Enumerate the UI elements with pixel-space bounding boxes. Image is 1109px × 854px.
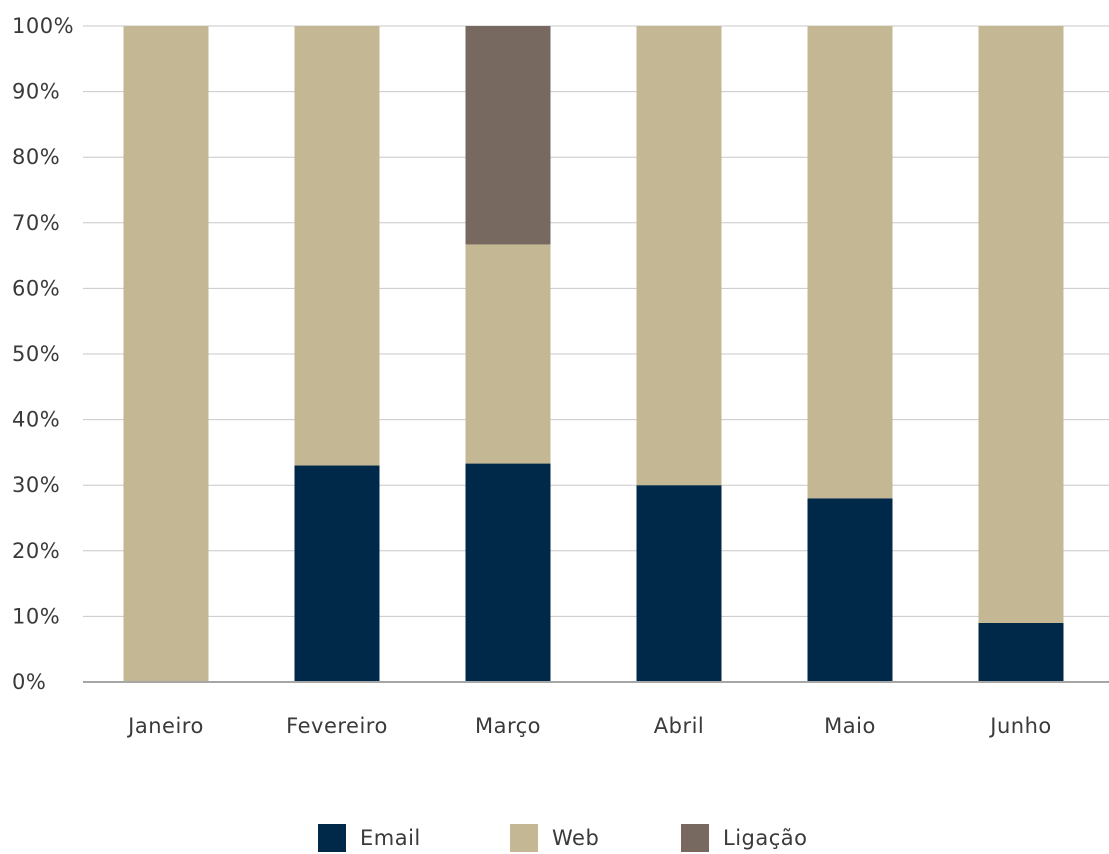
y-tick-label: 100% <box>12 14 74 38</box>
bars <box>123 26 1064 682</box>
legend: Email Web Ligação <box>0 820 1109 854</box>
bar-segment-web <box>807 26 893 499</box>
bar-segment-email <box>807 498 893 682</box>
bar-segment-email <box>294 465 380 682</box>
gridlines <box>83 25 1109 617</box>
y-tick-label: 0% <box>12 670 46 694</box>
x-tick-label: Fevereiro <box>286 714 388 738</box>
bar-segment-email <box>636 485 722 682</box>
y-tick-label: 40% <box>12 408 60 432</box>
y-tick-label: 90% <box>12 80 60 104</box>
y-axis-tick-labels: 0% 10% 20% 30% 40% 50% 60% 70% 80% 90% 100% <box>12 14 74 694</box>
legend-label-email: Email <box>360 826 421 850</box>
bar-segment-email <box>465 463 551 682</box>
legend-swatch-email <box>318 824 346 852</box>
legend-item-email: Email <box>318 824 421 852</box>
bar-segment-email <box>978 622 1064 682</box>
bar-segment-web <box>294 26 380 466</box>
x-tick-label: Maio <box>824 714 876 738</box>
legend-swatch-web <box>510 824 538 852</box>
x-axis-tick-labels: Janeiro Fevereiro Março Abril Maio Junho <box>126 714 1051 738</box>
legend-item-web: Web <box>510 824 599 852</box>
y-tick-label: 50% <box>12 342 60 366</box>
y-tick-label: 20% <box>12 539 60 563</box>
y-tick-label: 60% <box>12 276 60 300</box>
bar-segment-web <box>978 26 1064 623</box>
y-tick-label: 10% <box>12 604 60 628</box>
bar-segment-ligacao <box>465 26 551 245</box>
legend-label-web: Web <box>552 826 600 850</box>
bar-segment-web <box>636 26 722 486</box>
y-tick-label: 30% <box>12 473 60 497</box>
legend-item-ligacao: Ligação <box>681 824 808 852</box>
bar-segment-web <box>123 26 209 682</box>
x-tick-label: Junho <box>988 714 1051 738</box>
legend-label-ligacao: Ligação <box>723 826 808 850</box>
x-tick-label: Janeiro <box>126 714 204 738</box>
legend-swatch-ligacao <box>681 824 709 852</box>
x-tick-label: Março <box>475 714 541 738</box>
y-tick-label: 80% <box>12 145 60 169</box>
y-tick-label: 70% <box>12 211 60 235</box>
bar-segment-web <box>465 244 551 464</box>
x-tick-label: Abril <box>654 714 705 738</box>
